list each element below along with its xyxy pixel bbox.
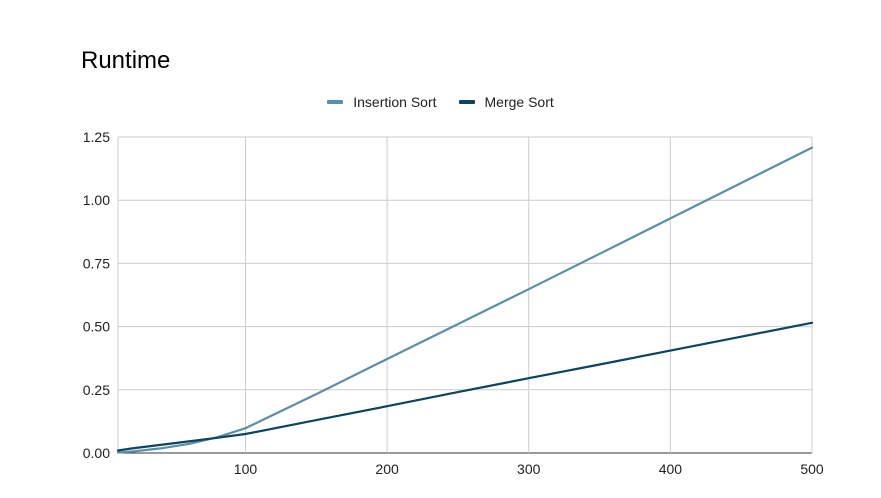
legend-swatch-insertion-sort [327, 100, 344, 104]
y-tick-label: 1.25 [83, 129, 110, 145]
y-tick-label: 1.00 [83, 192, 110, 208]
x-tick-label: 300 [517, 461, 541, 477]
series-line-insertion-sort [116, 146, 814, 454]
series-line-merge-sort [116, 321, 814, 452]
x-tick-label: 200 [375, 461, 399, 477]
legend-swatch-merge-sort [458, 100, 475, 104]
legend-label-insertion-sort: Insertion Sort [353, 94, 437, 110]
y-tick-label: 0.50 [83, 319, 110, 335]
legend-label-merge-sort: Merge Sort [484, 94, 554, 110]
chart-title: Runtime [81, 47, 171, 74]
legend-item-insertion-sort: Insertion Sort [327, 94, 437, 110]
y-tick-label: 0.75 [83, 255, 110, 271]
y-tick-label: 0.25 [83, 382, 110, 398]
x-tick-label: 100 [234, 461, 258, 477]
legend: Insertion Sort Merge Sort [0, 94, 881, 110]
y-tick-label: 0.00 [83, 445, 110, 461]
x-tick-label: 500 [800, 461, 824, 477]
x-tick-label: 400 [659, 461, 683, 477]
legend-item-merge-sort: Merge Sort [458, 94, 554, 110]
